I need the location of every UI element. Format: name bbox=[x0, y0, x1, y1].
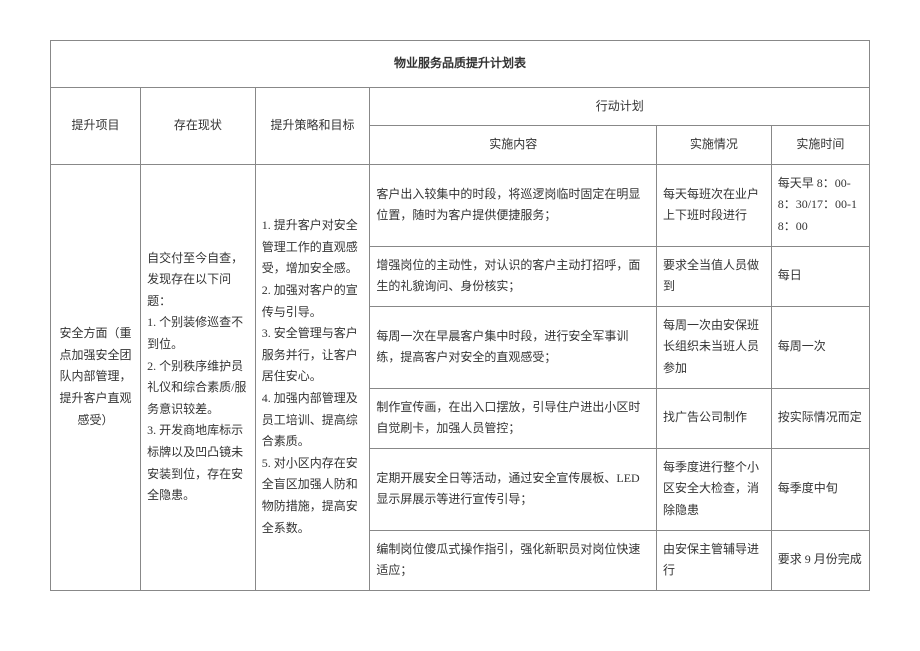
cell-strategy: 1. 提升客户对安全管理工作的直观感受，增加安全感。2. 加强对客户的宣传与引导… bbox=[255, 164, 370, 590]
cell-time: 每天早 8：00-8：30/17：00-18：00 bbox=[771, 164, 869, 246]
header-strategy: 提升策略和目标 bbox=[255, 87, 370, 164]
cell-content: 定期开展安全日等活动，通过安全宣传展板、LED 显示屏展示等进行宣传引导； bbox=[370, 448, 657, 530]
cell-content: 编制岗位傻瓜式操作指引，强化新职员对岗位快速适应； bbox=[370, 530, 657, 590]
cell-situation: 由安保主管辅导进行 bbox=[657, 530, 772, 590]
header-content: 实施内容 bbox=[370, 126, 657, 165]
cell-content: 增强岗位的主动性，对认识的客户主动打招呼，面生的礼貌询问、身份核实； bbox=[370, 246, 657, 306]
cell-time: 每季度中旬 bbox=[771, 448, 869, 530]
cell-time: 按实际情况而定 bbox=[771, 388, 869, 448]
cell-time: 每周一次 bbox=[771, 306, 869, 388]
cell-situation: 要求全当值人员做到 bbox=[657, 246, 772, 306]
header-time: 实施时间 bbox=[771, 126, 869, 165]
header-situation: 实施情况 bbox=[657, 126, 772, 165]
header-plan: 行动计划 bbox=[370, 87, 870, 126]
cell-situation: 每周一次由安保班长组织未当班人员参加 bbox=[657, 306, 772, 388]
cell-status: 自交付至今自查，发现存在以下问题：1. 个别装修巡查不到位。2. 个别秩序维护员… bbox=[141, 164, 256, 590]
cell-content: 制作宣传画，在出入口摆放，引导住户进出小区时自觉刷卡，加强人员管控； bbox=[370, 388, 657, 448]
header-status: 存在现状 bbox=[141, 87, 256, 164]
cell-item: 安全方面（重点加强安全团队内部管理，提升客户直观感受） bbox=[51, 164, 141, 590]
header-item: 提升项目 bbox=[51, 87, 141, 164]
cell-time: 每日 bbox=[771, 246, 869, 306]
cell-situation: 每季度进行整个小区安全大检查，消除隐患 bbox=[657, 448, 772, 530]
cell-content: 客户出入较集中的时段，将巡逻岗临时固定在明显位置，随时为客户提供便捷服务； bbox=[370, 164, 657, 246]
cell-situation: 每天每班次在业户上下班时段进行 bbox=[657, 164, 772, 246]
cell-content: 每周一次在早晨客户集中时段，进行安全军事训练，提高客户对安全的直观感受； bbox=[370, 306, 657, 388]
cell-time: 要求 9 月份完成 bbox=[771, 530, 869, 590]
table-row: 安全方面（重点加强安全团队内部管理，提升客户直观感受） 自交付至今自查，发现存在… bbox=[51, 164, 870, 246]
plan-table: 物业服务品质提升计划表 提升项目 存在现状 提升策略和目标 行动计划 实施内容 … bbox=[50, 40, 870, 591]
cell-situation: 找广告公司制作 bbox=[657, 388, 772, 448]
table-title: 物业服务品质提升计划表 bbox=[51, 41, 870, 88]
